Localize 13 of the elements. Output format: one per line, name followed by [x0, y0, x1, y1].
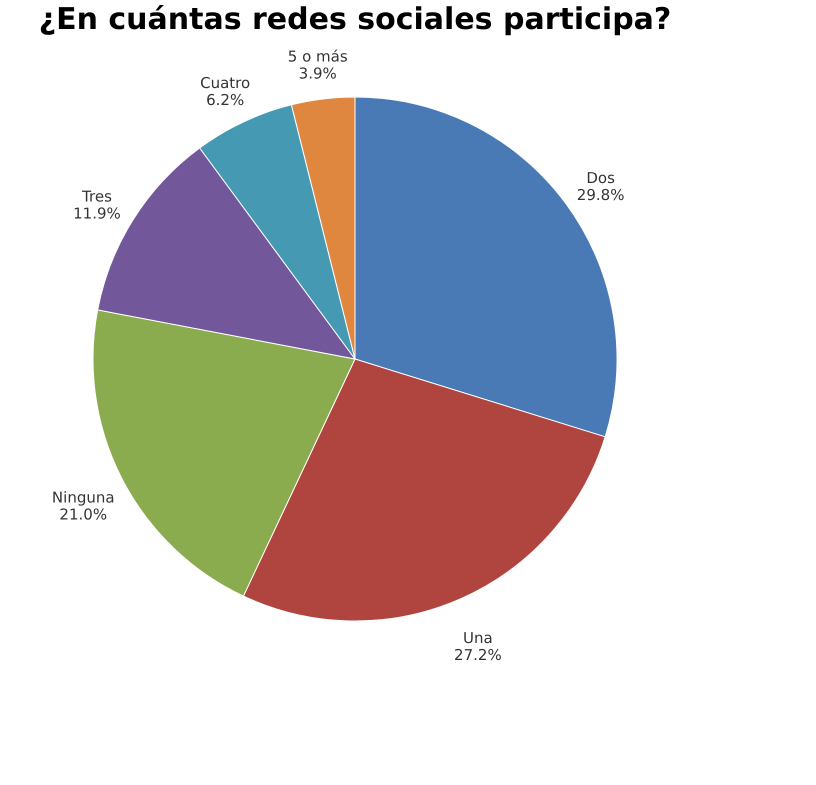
slice-label: Ninguna — [52, 488, 115, 506]
slice-label: 5 o más — [288, 47, 348, 66]
data-label: 21.0% — [59, 505, 108, 524]
slice-label: Una — [463, 629, 493, 648]
data-label: 11.9% — [73, 204, 121, 222]
data-label: 27.2% — [454, 646, 502, 664]
slice-label: Dos — [586, 169, 616, 188]
data-label: 6.2% — [206, 91, 244, 110]
slice-label: Tres — [81, 187, 112, 206]
data-label: 29.8% — [576, 186, 624, 204]
slice-label: Cuatro — [200, 74, 250, 92]
chart-title: ¿En cuántas redes sociales participa? — [38, 2, 672, 37]
data-label: 3.9% — [298, 64, 337, 82]
